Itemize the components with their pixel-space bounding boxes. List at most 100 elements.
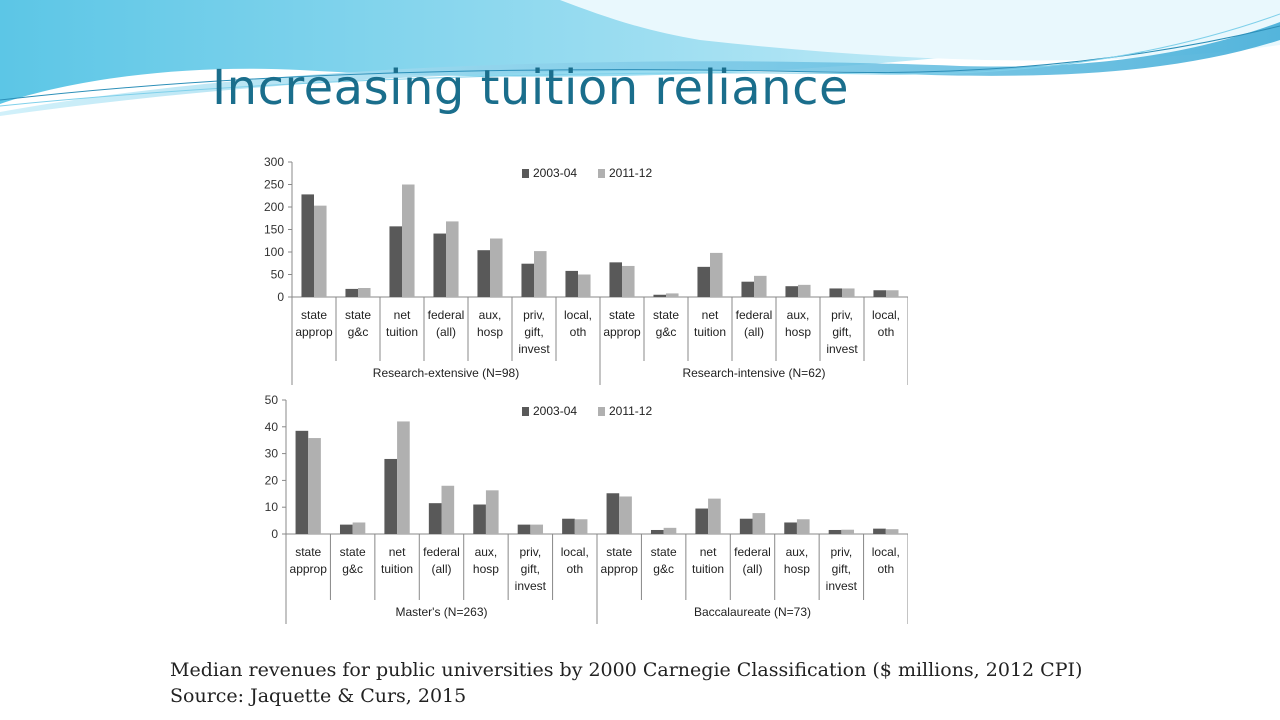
- category-label: federal: [423, 545, 460, 559]
- chart-panel-masters-baccalaureate: 0 10 20 30 40 50 state approp state g&c net tuition…: [256, 390, 908, 626]
- category-label: (all): [743, 562, 763, 576]
- category-label: state: [606, 545, 632, 559]
- category-label: approp: [290, 562, 328, 576]
- category-label: approp: [295, 325, 333, 339]
- category-label: tuition: [386, 325, 418, 339]
- bar-2011-12: [796, 519, 810, 534]
- bar-2011-12: [885, 529, 899, 534]
- category-label: local,: [872, 545, 900, 559]
- bar-2003-04: [873, 290, 886, 297]
- category-label: invest: [826, 579, 858, 593]
- y-tick-label: 100: [264, 245, 284, 259]
- bar-2011-12: [886, 290, 899, 297]
- category-label: local,: [564, 308, 592, 322]
- category-label: priv,: [523, 308, 545, 322]
- bar-2003-04: [562, 518, 575, 534]
- bar-2011-12: [490, 238, 503, 297]
- bar-2011-12: [754, 275, 767, 297]
- category-label: approp: [601, 562, 639, 576]
- bar-2011-12: [402, 184, 415, 297]
- group-label: Baccalaureate (N=73): [694, 605, 811, 619]
- category-label: net: [394, 308, 411, 322]
- category-label: net: [700, 545, 717, 559]
- bar-2003-04: [345, 288, 358, 297]
- bar-chart-research-universities: 0 50 100 150 200 250 300 state approp state g&c net…: [264, 155, 908, 385]
- y-tick-label: 50: [271, 268, 285, 282]
- bar-2011-12: [485, 490, 499, 534]
- bar-2011-12: [530, 524, 544, 534]
- category-label: federal: [734, 545, 771, 559]
- chart-panel-research: 0 50 100 150 200 250 300 state approp state g&c net…: [256, 153, 908, 387]
- category-label: g&c: [342, 562, 363, 576]
- bar-2011-12: [842, 288, 855, 297]
- category-label: g&c: [653, 562, 674, 576]
- y-tick-label: 30: [265, 447, 279, 461]
- caption-description: Median revenues for public universities …: [170, 659, 1083, 681]
- category-label: gift,: [832, 562, 851, 576]
- category-label: oth: [566, 562, 583, 576]
- legend-swatch-2003-04: [522, 169, 529, 178]
- category-label: state: [345, 308, 371, 322]
- category-label: oth: [877, 562, 894, 576]
- category-label: oth: [878, 325, 895, 339]
- bar-2003-04: [653, 294, 666, 297]
- bar-2003-04: [517, 524, 531, 534]
- category-label: hosp: [473, 562, 499, 576]
- bar-2011-12: [574, 519, 588, 534]
- caption-source: Source: Jaquette & Curs, 2015: [170, 685, 467, 707]
- bar-2003-04: [433, 233, 446, 297]
- y-tick-label: 200: [264, 200, 284, 214]
- category-label: net: [389, 545, 406, 559]
- bar-2011-12: [446, 221, 459, 297]
- bar-2003-04: [697, 266, 710, 297]
- bar-2011-12: [308, 438, 321, 534]
- y-tick-label: 250: [264, 178, 284, 192]
- bar-2003-04: [339, 524, 353, 534]
- category-label: gift,: [521, 562, 540, 576]
- bar-2003-04: [295, 430, 309, 534]
- category-label: (all): [744, 325, 764, 339]
- category-label: local,: [872, 308, 900, 322]
- bar-2011-12: [619, 496, 632, 534]
- category-label: state: [653, 308, 679, 322]
- category-label: gift,: [524, 325, 543, 339]
- bar-2003-04: [828, 529, 842, 534]
- category-label: federal: [428, 308, 465, 322]
- bar-2003-04: [741, 281, 754, 297]
- group-label: Research-intensive (N=62): [682, 366, 825, 380]
- bar-2003-04: [785, 286, 798, 297]
- category-label: priv,: [830, 545, 852, 559]
- bar-2003-04: [650, 529, 664, 534]
- category-label: oth: [570, 325, 587, 339]
- category-label: state: [301, 308, 327, 322]
- category-label: federal: [736, 308, 773, 322]
- y-tick-label: 50: [265, 393, 279, 407]
- category-label: invest: [515, 579, 547, 593]
- bar-2003-04: [829, 288, 842, 297]
- y-tick-label: 150: [264, 223, 284, 237]
- legend-label: 2003-04: [533, 166, 577, 180]
- y-tick-label: 40: [265, 420, 279, 434]
- category-label: invest: [518, 342, 550, 356]
- category-label: g&c: [656, 325, 677, 339]
- decorative-header-waves: [0, 0, 1280, 116]
- bar-2011-12: [710, 252, 723, 297]
- y-tick-label: 0: [277, 290, 284, 304]
- bar-2011-12: [358, 288, 371, 297]
- category-label: priv,: [831, 308, 853, 322]
- y-tick-label: 10: [265, 500, 279, 514]
- category-label: g&c: [348, 325, 369, 339]
- bar-2011-12: [752, 513, 766, 534]
- bar-2011-12: [798, 284, 811, 297]
- bar-2003-04: [389, 226, 402, 297]
- bar-2003-04: [473, 504, 486, 534]
- bar-2003-04: [384, 458, 398, 534]
- category-label: tuition: [694, 325, 726, 339]
- category-label: state: [295, 545, 321, 559]
- category-label: priv,: [519, 545, 541, 559]
- bar-2011-12: [663, 527, 677, 534]
- bar-2003-04: [565, 270, 578, 297]
- bar-2003-04: [739, 518, 753, 534]
- category-label: tuition: [692, 562, 724, 576]
- category-label: aux,: [786, 545, 809, 559]
